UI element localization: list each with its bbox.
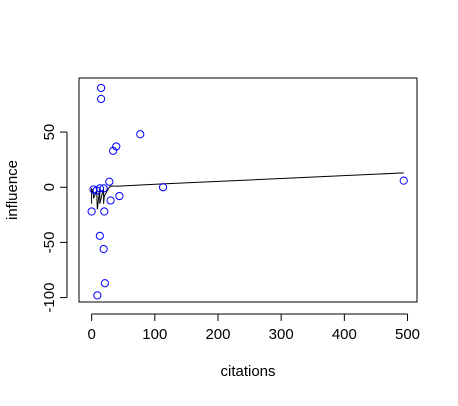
y-tick-label: 50 [41, 124, 58, 141]
data-point [100, 207, 109, 216]
x-tick-label: 200 [205, 326, 230, 343]
data-point [105, 177, 114, 186]
data-point [399, 176, 408, 185]
data-point [106, 196, 115, 205]
x-tick-label: 400 [332, 326, 357, 343]
fit-line-layer [91, 172, 404, 210]
x-axis-label: citations [220, 363, 275, 380]
data-point [97, 94, 106, 104]
y-tick-label: -50 [41, 232, 58, 254]
data-point [99, 184, 108, 193]
data-point [87, 207, 96, 216]
data-point [115, 191, 124, 201]
data-point [97, 83, 106, 93]
data-point [109, 146, 118, 155]
data-point [136, 130, 145, 139]
data-point [95, 184, 104, 193]
x-axis: 0 100 200 300 400 500 [87, 313, 420, 343]
points-layer [87, 83, 408, 300]
x-tick-label: 300 [269, 326, 294, 343]
y-tick-label: -100 [41, 283, 58, 313]
y-axis: -100 -50 0 50 [41, 124, 68, 313]
y-tick-label: 0 [41, 183, 58, 191]
plot-frame [78, 77, 418, 303]
data-point [99, 244, 108, 254]
data-point [100, 279, 110, 288]
data-point [158, 183, 168, 192]
data-point [95, 231, 104, 240]
x-tick-label: 0 [87, 326, 95, 343]
x-tick-label: 500 [395, 326, 420, 343]
y-axis-label: influence [4, 160, 21, 220]
data-point [93, 291, 102, 300]
x-tick-label: 100 [142, 326, 167, 343]
fit-line [91, 172, 404, 210]
